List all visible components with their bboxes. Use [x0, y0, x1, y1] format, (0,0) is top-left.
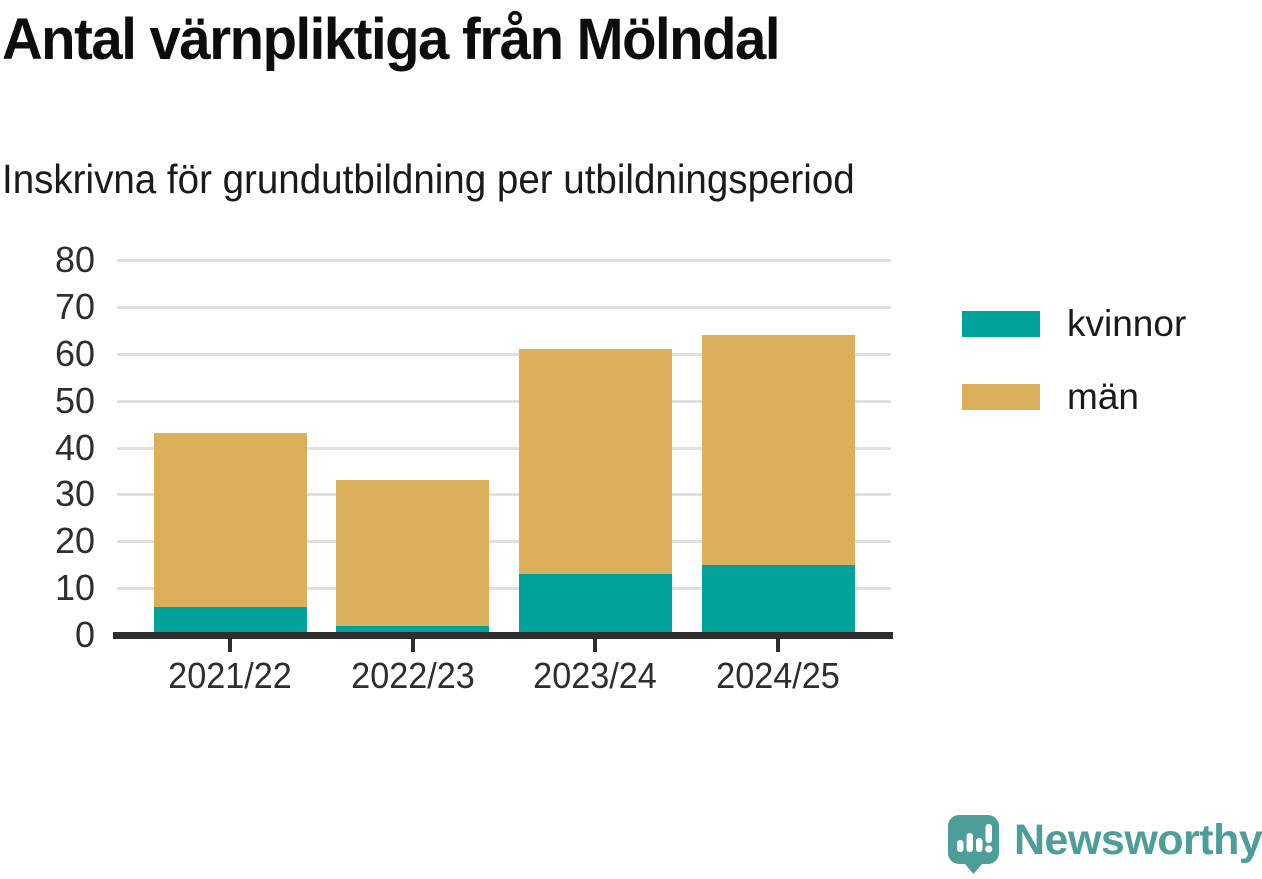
bar-segment-kvinnor-2021/22	[153, 606, 307, 635]
x-tick-label-2021/22: 2021/22	[168, 655, 292, 696]
x-tick-2024/25	[776, 639, 781, 652]
newsworthy-logo-text: Newsworthy	[1014, 815, 1262, 864]
gridline-50	[117, 399, 891, 403]
x-tick-2021/22	[228, 639, 232, 652]
legend-item-kvinnor: kvinnor	[962, 303, 1186, 345]
gridline-20	[117, 540, 891, 544]
bar-segment-kvinnor-2024/25	[701, 564, 855, 635]
y-tick-label-70: 70	[54, 285, 95, 327]
legend-label-man: män	[1067, 376, 1139, 417]
x-tick-label-2022/23: 2022/23	[350, 655, 475, 696]
y-tick-label-40: 40	[54, 426, 95, 468]
chart-subtitle: Inskrivna för grundutbildning per utbild…	[2, 156, 855, 202]
bar-segment-män-2023/24	[518, 349, 672, 575]
bar-2021/22	[153, 433, 307, 635]
y-tick-label-80: 80	[54, 239, 95, 280]
legend-item-man: män	[962, 376, 1186, 418]
gridline-60	[117, 352, 891, 356]
legend-swatch-kvinnor	[962, 311, 1040, 337]
plot-area	[117, 259, 891, 635]
x-tick-2022/23	[410, 639, 415, 652]
bar-2023/24	[518, 349, 672, 635]
gridline-80	[117, 259, 891, 262]
gridline-70	[117, 305, 891, 309]
newsworthy-logo-icon	[948, 815, 999, 874]
gridline-30	[117, 493, 891, 497]
y-tick-label-60: 60	[54, 332, 95, 374]
chart-title: Antal värnpliktiga från Mölndal	[2, 7, 780, 72]
x-tick-2023/24	[593, 639, 598, 652]
newsworthy-branding: Newsworthy	[947, 814, 1262, 874]
y-tick-label-50: 50	[54, 379, 95, 421]
y-tick-label-0: 0	[74, 614, 95, 655]
gridline-10	[117, 587, 891, 591]
x-tick-label-2024/25: 2024/25	[716, 655, 840, 696]
y-tick-label-30: 30	[54, 473, 95, 515]
bar-2024/25	[701, 335, 855, 635]
bar-segment-kvinnor-2022/23	[336, 625, 490, 635]
x-axis-line	[113, 632, 893, 639]
legend: kvinnor män	[962, 303, 1186, 449]
bar-segment-män-2024/25	[701, 335, 855, 565]
legend-label-kvinnor: kvinnor	[1067, 303, 1187, 344]
x-tick-label-2023/24: 2023/24	[533, 655, 658, 696]
bar-segment-män-2022/23	[336, 480, 490, 626]
bar-segment-kvinnor-2023/24	[518, 574, 672, 635]
gridline-40	[117, 446, 891, 450]
bar-segment-män-2021/22	[153, 433, 307, 607]
bar-2022/23	[336, 480, 490, 635]
y-axis-labels: 0 10 20 30 40 50 60 70 80	[0, 239, 95, 655]
y-tick-label-20: 20	[54, 520, 95, 562]
legend-swatch-man	[962, 384, 1040, 410]
y-tick-label-10: 10	[54, 567, 95, 609]
